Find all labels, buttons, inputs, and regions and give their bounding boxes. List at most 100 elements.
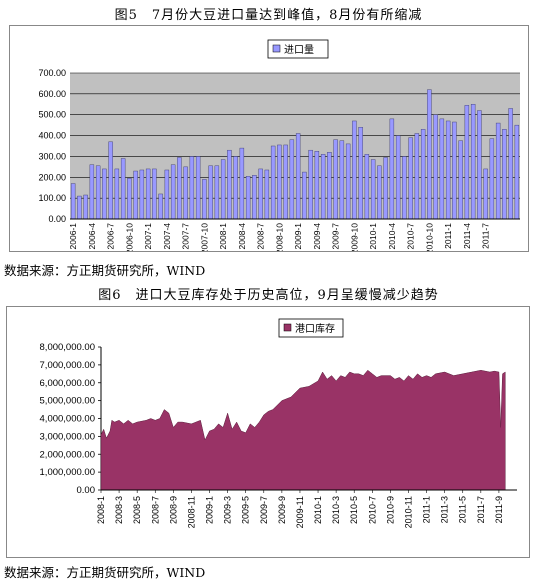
chart1-bar: [314, 151, 320, 220]
chart1-bar: [83, 194, 88, 220]
chart1-bar: [508, 108, 513, 220]
chart1-bar: [439, 118, 445, 220]
chart1-bar: [383, 157, 388, 220]
chart1-ytick-label: 400.00: [38, 131, 66, 141]
chart2-xtick-label: 2010-5: [349, 496, 359, 524]
chart1-bar: [164, 169, 170, 220]
chart2-panel: 8,000,000.00 7,000,000.00 6,000,000.00 5,00…: [6, 306, 530, 558]
chart1-bar: [327, 152, 332, 220]
chart1-xtick-label: 2008-1: [218, 223, 228, 250]
chart1-xtick-label: 2007-10: [199, 223, 209, 251]
chart1-bar: [464, 105, 470, 220]
chart1-bar: [502, 129, 507, 220]
chart1-bar: [283, 144, 288, 220]
chart1-bar: [158, 193, 163, 220]
chart2-xtick-label: 2008-5: [132, 496, 142, 524]
chart1-bar: [252, 174, 257, 220]
chart1-bar: [227, 149, 232, 220]
chart2-xtick-label: 2011-3: [440, 496, 450, 523]
chart1-bar: [202, 179, 207, 220]
chart1-bar: [333, 139, 338, 220]
chart1-xtick-label: 2011-4: [462, 223, 472, 249]
chart1-bar: [308, 149, 313, 220]
chart1-bar: [139, 169, 145, 220]
chart1-xtick-label: 2008-7: [256, 223, 266, 250]
chart1-xtick-label: 2011-1: [443, 223, 453, 249]
chart2-source: 数据来源：方正期货研究所，WIND: [4, 565, 206, 580]
chart1-bar: [339, 140, 345, 220]
chart1-bar: [345, 143, 351, 220]
chart1-bar: [289, 139, 295, 220]
chart1-legend: 进口量: [267, 39, 329, 59]
chart1-bar: [495, 122, 501, 220]
chart1-xtick-label: 2007-7: [181, 223, 191, 250]
chart1-bar: [433, 114, 438, 220]
chart2-ytick-label: 2,000,000.00: [40, 449, 95, 460]
chart2-legend-box: [278, 318, 344, 338]
chart2-xtick-label: 2009-9: [277, 496, 287, 524]
chart1-bar: [408, 137, 413, 220]
chart1-bar: [277, 144, 282, 220]
chart1-bar: [358, 127, 363, 220]
chart2-xtick-label: 2009-11: [295, 496, 305, 528]
chart1-xtick-label: 2010-4: [387, 223, 397, 250]
chart1-xtick-label: 2007-1: [143, 223, 153, 250]
chart1-bar: [177, 157, 182, 220]
chart1-xtick-label: 2008-10: [274, 223, 284, 251]
chart1-bar: [233, 156, 238, 220]
chart1-bar: [477, 110, 482, 220]
chart1-xtick-label: 2009-4: [312, 223, 322, 250]
chart1-xtick-label: 2007-4: [162, 223, 172, 250]
chart1-bar: [108, 141, 113, 220]
chart1-xtick-label: 2006-1: [68, 223, 78, 250]
chart1-bar: [458, 140, 463, 220]
chart1-ytick-label: 700.00: [38, 68, 66, 78]
chart1-svg: 700.00 600.00 500.00 400.00 300.00 200.00 100.…: [38, 39, 520, 254]
chart2-xtick-label: 2010-3: [331, 496, 341, 524]
chart1-ytick-label: 300.00: [38, 151, 66, 161]
chart1-legend-label: 进口量: [284, 44, 314, 56]
chart2-xtick-label: 2008-7: [150, 496, 160, 524]
chart2-xtick-label: 2011-5: [458, 496, 468, 523]
chart2-xtick-label: 2008-3: [114, 496, 124, 524]
chart1-bar: [414, 133, 420, 220]
chart1-bar: [270, 145, 276, 220]
chart2-ytick-label: 8,000,000.00: [40, 342, 95, 353]
chart2-title: 图6 进口大豆库存处于历史高位，9月呈缓慢减少趋势: [98, 288, 439, 303]
chart1-bar: [220, 159, 226, 220]
chart2-svg: 8,000,000.00 7,000,000.00 6,000,000.00 5,00…: [40, 318, 517, 528]
chart1-bar: [195, 156, 201, 220]
chart1-xtick-label: 2006-7: [106, 223, 116, 250]
chart1-bar: [370, 159, 376, 220]
chart1-ytick-label: 600.00: [38, 89, 66, 99]
chart2-ytick-label: 1,000,000.00: [40, 467, 95, 478]
chart1-bar: [377, 165, 382, 220]
chart1-xtick-label: 2009-10: [349, 223, 359, 251]
chart2-xtick-label: 2011-9: [494, 496, 504, 523]
chart1-bar: [514, 124, 520, 220]
chart1-bar: [152, 168, 157, 220]
chart1-bar: [89, 164, 95, 220]
chart1-bar: [77, 195, 82, 220]
chart1-bar: [170, 164, 176, 220]
chart1-bar: [352, 120, 357, 220]
chart1-xtick-label: 2010-7: [406, 223, 416, 250]
chart1-xtick-label: 2009-7: [331, 223, 341, 250]
chart1-bar: [70, 183, 76, 220]
chart2-xtick-label: 2010-1: [313, 496, 323, 524]
chart1-bar: [264, 169, 270, 220]
chart2-xtick-label: 2009-5: [241, 496, 251, 524]
chart1-bar: [189, 156, 195, 220]
chart1-bar: [420, 129, 426, 220]
chart1-bar: [145, 168, 151, 220]
chart1-panel: 700.00 600.00 500.00 400.00 300.00 200.00 100.…: [9, 25, 529, 254]
chart1-bar: [364, 154, 370, 220]
chart2-ytick-label: 7,000,000.00: [40, 360, 95, 371]
chart2-xtick-label: 2008-1: [96, 496, 106, 524]
chart1-bar: [245, 176, 251, 220]
chart1-bar: [258, 168, 263, 220]
chart1-plot-area: [70, 73, 520, 219]
chart1-bar: [102, 168, 107, 220]
chart1-bar: [120, 158, 126, 220]
chart1-bar: [239, 147, 245, 220]
